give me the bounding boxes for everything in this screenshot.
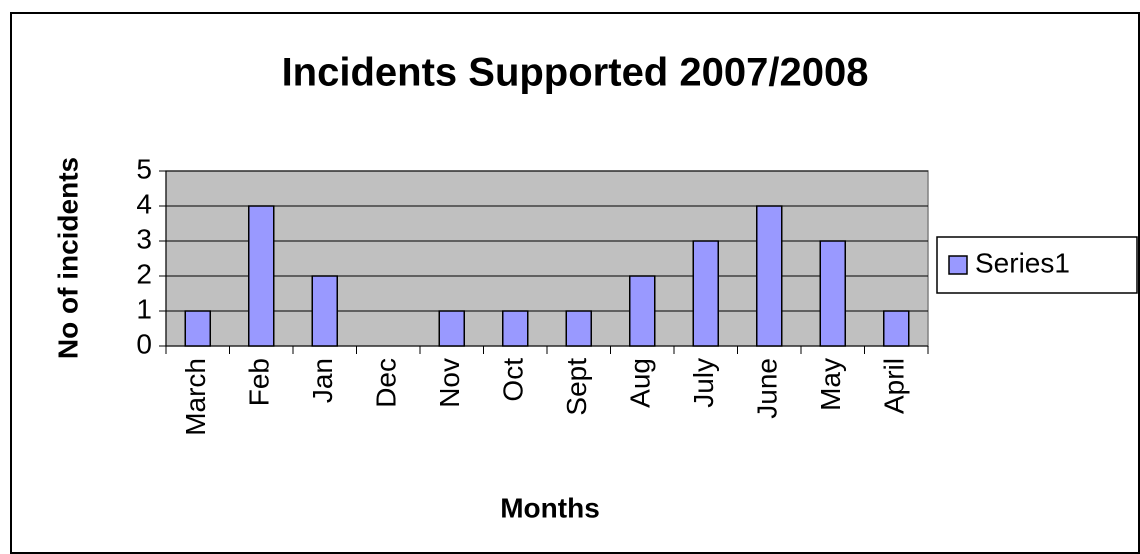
bar (502, 310, 529, 347)
y-tick-label: 3 (136, 223, 152, 254)
x-axis-label: Months (500, 492, 600, 523)
legend-swatch (948, 255, 968, 275)
x-tick-label: Nov (434, 358, 465, 408)
bar (248, 205, 275, 347)
x-tick-label: June (752, 358, 783, 419)
x-tick-label: Aug (625, 358, 656, 408)
bar (184, 310, 211, 347)
x-tick-label: April (879, 358, 910, 414)
y-tick-label: 4 (136, 188, 152, 219)
x-tick-label: Jan (307, 358, 338, 403)
legend-box (936, 236, 1138, 294)
legend-label: Series1 (975, 247, 1070, 278)
x-tick-label: Sept (561, 358, 592, 416)
y-tick-label: 5 (136, 153, 152, 184)
bar (756, 205, 783, 347)
y-tick-label: 0 (136, 328, 152, 359)
x-tick-label: Oct (498, 358, 529, 402)
x-tick-label: July (688, 358, 719, 408)
chart-title: Incidents Supported 2007/2008 (282, 51, 869, 95)
plot-area (165, 170, 929, 347)
y-tick-label: 1 (136, 293, 152, 324)
x-tick-label: Dec (371, 358, 402, 408)
bar (692, 240, 719, 347)
bar (629, 275, 656, 347)
y-tick-label: 2 (136, 258, 152, 289)
x-tick-label: March (180, 358, 211, 436)
x-tick-label: Feb (244, 358, 275, 406)
y-axis-label: No of incidents (52, 157, 83, 359)
bar (311, 275, 338, 347)
x-tick-label: May (815, 358, 846, 411)
bar (883, 310, 910, 347)
bar (819, 240, 846, 347)
bar (438, 310, 465, 347)
bar (565, 310, 592, 347)
